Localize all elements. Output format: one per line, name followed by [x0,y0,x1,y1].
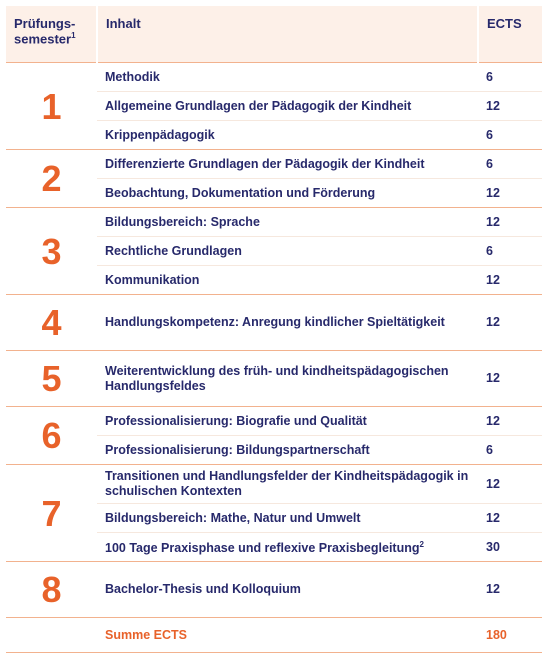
ects-cell: 12 [478,294,542,351]
ects-cell: 12 [478,178,542,208]
content-cell: Professionalisierung: Bildungspartnersch… [97,435,478,465]
content-cell: Differenzierte Grundlagen der Pädagogik … [97,149,478,179]
content-text: Bildungsbereich: Mathe, Natur und Umwelt [105,510,361,525]
table-row: Professionalisierung: Bildungspartnersch… [6,435,542,465]
table-row: Krippenpädagogik 6 [6,120,542,150]
content-cell: Bachelor-Thesis und Kolloquium [97,561,478,618]
header-text: Prüfungs- [14,16,76,31]
table-row: Bildungsbereich: Mathe, Natur und Umwelt… [6,503,542,533]
content-cell: Weiterentwicklung des früh- und kindheit… [97,350,478,407]
ects-cell: 12 [478,350,542,407]
content-cell: Transitionen und Handlungsfelder der Kin… [97,464,478,504]
table-row: Beobachtung, Dokumentation und Förderung… [6,178,542,208]
table-row: 3 Bildungsbereich: Sprache 12 [6,207,542,295]
ects-cell: 12 [478,265,542,295]
content-text: Differenzierte Grundlagen der Pädagogik … [105,156,425,171]
ects-cell: 12 [478,406,542,436]
semester-number: 3 [6,207,97,295]
ects-cell: 12 [478,207,542,237]
ects-header: ECTS [477,6,542,63]
content-text: 100 Tage Praxisphase und reflexive Praxi… [105,541,420,556]
ects-cell: 12 [478,464,542,504]
semester-number: 2 [6,149,97,208]
content-cell: Allgemeine Grundlagen der Pädagogik der … [97,91,478,121]
content-cell: Professionalisierung: Biografie und Qual… [97,406,478,436]
content-header: Inhalt [96,6,478,63]
semester-number: 1 [6,62,97,150]
sum-value: 180 [478,617,542,653]
footnote-mark: 1 [71,31,76,40]
content-text: Transitionen und Handlungsfelder der Kin… [105,469,469,498]
empty-cell [6,617,97,653]
header-text: semester [14,31,72,47]
content-text: Professionalisierung: Bildungspartnersch… [105,442,370,457]
content-text: Allgemeine Grundlagen der Pädagogik der … [105,98,412,113]
content-text: Bachelor-Thesis und Kolloquium [105,582,301,596]
ects-cell: 12 [478,91,542,121]
content-cell: Beobachtung, Dokumentation und Förderung [97,178,478,208]
content-text: Bildungsbereich: Sprache [105,214,260,229]
content-cell: 100 Tage Praxisphase und reflexive Praxi… [97,532,478,562]
content-cell: Handlungskompetenz: Anregung kindlicher … [97,294,478,351]
table-row: 7 Transitionen und Handlungsfelder der Ki… [6,464,542,562]
content-text: Professionalisierung: Biografie und Qual… [105,413,367,428]
content-cell: Bildungsbereich: Mathe, Natur und Umwelt [97,503,478,533]
semester-header: Prüfungs-semester1 [6,6,97,63]
ects-cell: 6 [478,149,542,179]
semester-number: 6 [6,406,97,465]
content-text: Kommunikation [105,272,200,287]
curriculum-table: Prüfungs-semester1 Inhalt ECTS 1 Methodik… [6,6,542,653]
content-text: Weiterentwicklung des früh- und kindheit… [105,363,449,393]
content-cell: Methodik [97,62,478,92]
table-row: 6 Professionalisierung: Biografie und Qua… [6,406,542,465]
ects-cell: 6 [478,236,542,266]
ects-cell: 6 [478,120,542,150]
content-text: Krippenpädagogik [105,127,215,142]
content-cell: Rechtliche Grundlagen [97,236,478,266]
sum-row: Summe ECTS 180 [6,617,542,653]
semester-number: 4 [6,294,97,351]
table-row: Kommunikation 12 [6,265,542,295]
ects-cell: 12 [478,503,542,533]
semester-number: 7 [6,464,97,562]
footnote-mark: 2 [419,540,424,550]
content-text: Methodik [105,69,160,84]
ects-cell: 6 [478,62,542,92]
semester-number: 5 [6,350,97,407]
header-row: Prüfungs-semester1 Inhalt ECTS [6,6,542,63]
ects-cell: 6 [478,435,542,465]
table-row: 100 Tage Praxisphase und reflexive Praxi… [6,532,542,562]
table-row: Allgemeine Grundlagen der Pädagogik der … [6,91,542,121]
table-row: 2 Differenzierte Grundlagen der Pädagogik… [6,149,542,208]
ects-cell: 30 [478,532,542,562]
content-text: Handlungskompetenz: Anregung kindlicher … [105,315,445,329]
content-cell: Kommunikation [97,265,478,295]
table-row: 1 Methodik 6 [6,62,542,150]
ects-cell: 12 [478,561,542,618]
table-row: 8 Bachelor-Thesis und Kolloquium 12 [6,561,542,618]
semester-number: 8 [6,561,97,618]
content-cell: Bildungsbereich: Sprache [97,207,478,237]
content-text: Beobachtung, Dokumentation und Förderung [105,185,376,200]
content-text: Rechtliche Grundlagen [105,243,242,258]
sum-label: Summe ECTS [97,617,478,653]
table-row: 5 Weiterentwicklung des früh- und kindhei… [6,350,542,407]
table-row: Rechtliche Grundlagen 6 [6,236,542,266]
table-body: 1 Methodik 6 Allgemeine Grundlagen der Päda… [6,62,542,653]
table-row: 4 Handlungskompetenz: Anregung kindlicher… [6,294,542,351]
content-cell: Krippenpädagogik [97,120,478,150]
